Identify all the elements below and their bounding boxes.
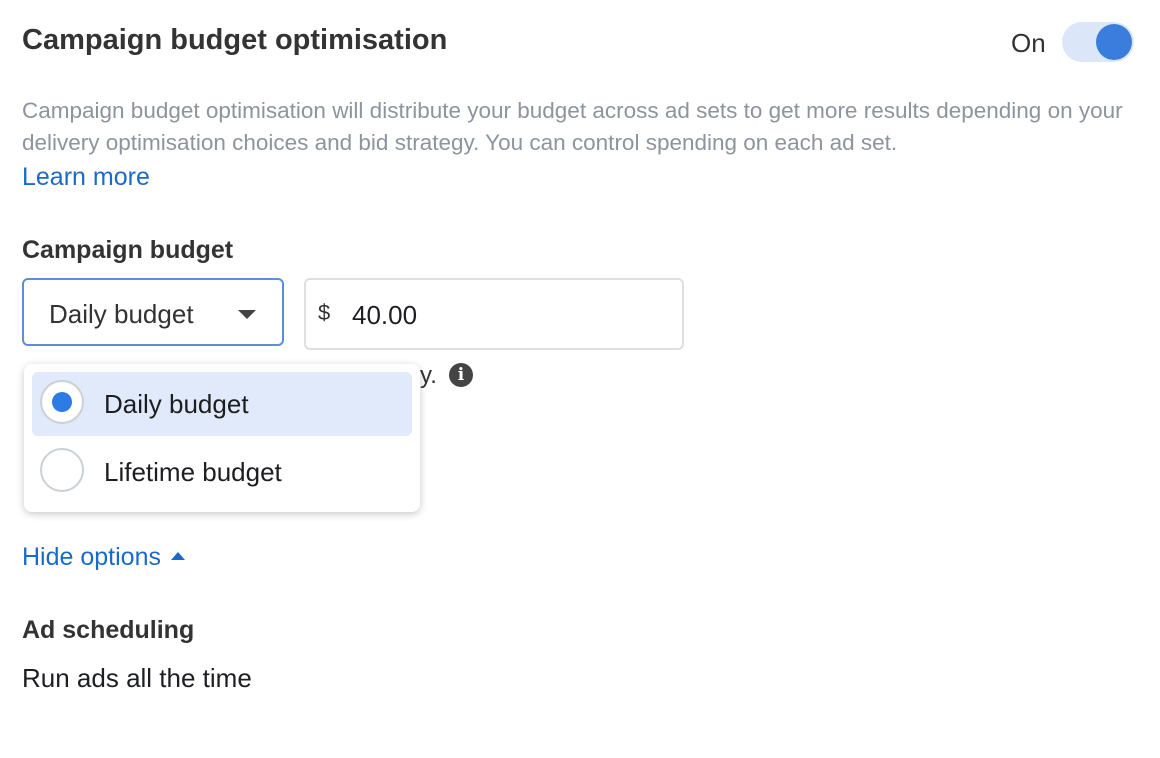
info-icon[interactable]: i (449, 363, 473, 387)
learn-more-link[interactable]: Learn more (22, 163, 150, 191)
radio (40, 380, 84, 424)
link-text: Hide options (22, 543, 161, 571)
radio-dot (52, 392, 72, 412)
amount-input[interactable]: $ 40.00 (304, 278, 684, 350)
toggle-label: On (1011, 28, 1046, 58)
select-value: Daily budget (49, 299, 194, 329)
hide-options-link[interactable]: Hide options (22, 543, 185, 572)
radio (40, 448, 84, 492)
budget-type-select[interactable]: Daily budget (22, 278, 284, 346)
scheduling-value: Run ads all the time (22, 663, 252, 693)
description: Campaign budget optimisation will distri… (22, 98, 1123, 155)
amount-value: 40.00 (352, 300, 418, 330)
option-label: Lifetime budget (104, 457, 282, 487)
toggle-switch[interactable] (1062, 22, 1134, 62)
dropdown-menu: Daily budget Lifetime budget (24, 364, 420, 512)
option-label: Daily budget (104, 389, 249, 419)
menu-option[interactable]: Daily budget (32, 372, 412, 436)
currency-symbol: $ (318, 300, 331, 325)
caret-icon (238, 310, 256, 319)
caret-up (170, 552, 185, 560)
budget-label: Campaign budget (22, 236, 234, 264)
scheduling-label: Ad scheduling (22, 616, 195, 644)
helper-text: y. (420, 362, 437, 389)
section-title: Campaign budget optimisation (22, 24, 448, 56)
menu-option[interactable]: Lifetime budget (32, 440, 412, 504)
toggle-knob (1096, 24, 1132, 60)
